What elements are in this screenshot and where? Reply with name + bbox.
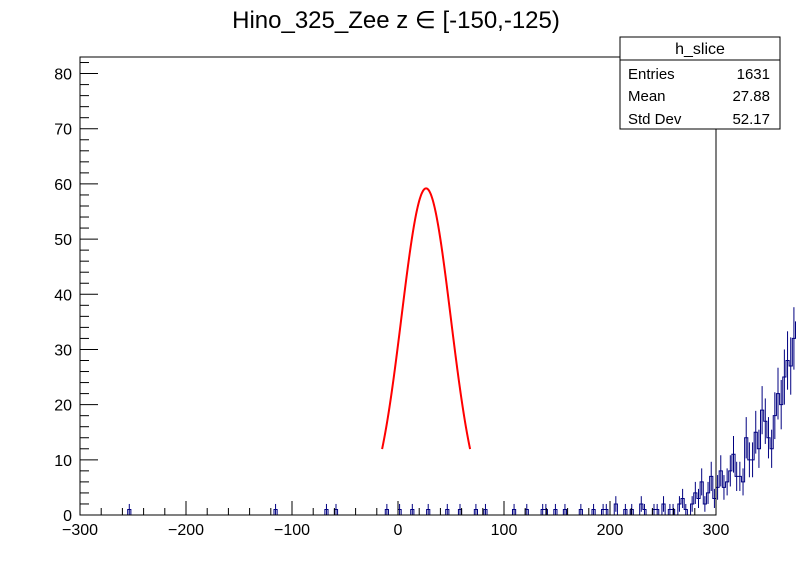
y-tick-label: 70 bbox=[54, 122, 72, 139]
axes: −300 −200 −100 0 100 200 300 0 10 20 30 40 50 60 70 80 bbox=[54, 62, 730, 539]
x-tick-label: −100 bbox=[274, 522, 310, 539]
chart-title: Hino_325_Zee z ∈ [-150,-125) bbox=[232, 7, 560, 34]
y-tick-label: 20 bbox=[54, 398, 72, 415]
stats-box-name: h_slice bbox=[675, 41, 725, 58]
stats-stddev-label: Std Dev bbox=[628, 111, 682, 128]
y-tick-label: 30 bbox=[54, 342, 72, 359]
y-tick-label: 60 bbox=[54, 177, 72, 194]
y-tick-label: 50 bbox=[54, 232, 72, 249]
stats-entries-label: Entries bbox=[628, 66, 675, 83]
x-tick-label: 200 bbox=[597, 522, 624, 539]
stats-mean-label: Mean bbox=[628, 88, 666, 105]
stats-box-frame bbox=[619, 36, 781, 130]
gaussian-fit-curve bbox=[381, 187, 472, 450]
stats-mean-value: 27.88 bbox=[732, 88, 770, 105]
x-tick-label: 0 bbox=[394, 522, 403, 539]
stats-box: h_slice Entries 1631 Mean 27.88 Std Dev … bbox=[619, 36, 781, 130]
y-tick-label: 10 bbox=[54, 453, 72, 470]
x-tick-label: −300 bbox=[62, 522, 98, 539]
x-tick-label: 300 bbox=[703, 522, 730, 539]
y-tick-label: 80 bbox=[54, 67, 72, 84]
x-tick-label: −200 bbox=[168, 522, 204, 539]
fit-layer bbox=[381, 187, 472, 450]
y-tick-label: 40 bbox=[54, 287, 72, 304]
y-tick-label: 0 bbox=[63, 508, 72, 525]
stats-entries-value: 1631 bbox=[737, 66, 770, 83]
stats-stddev-value: 52.17 bbox=[732, 111, 770, 128]
x-tick-label: 100 bbox=[491, 522, 518, 539]
